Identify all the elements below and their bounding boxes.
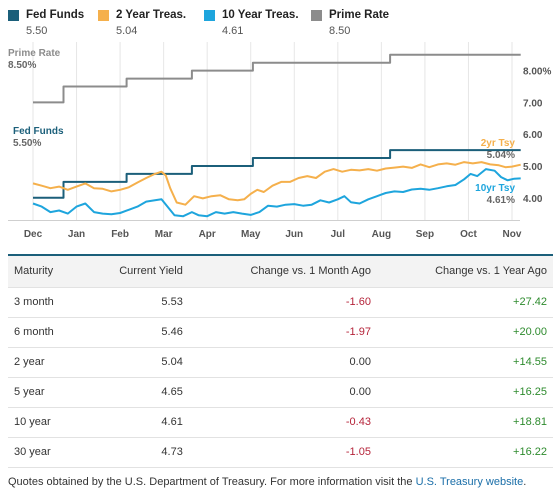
chart-legend: Fed Funds 5.50 2 Year Treas. 5.04 10 Yea… bbox=[8, 9, 553, 39]
legend-value: 8.50 bbox=[329, 25, 351, 37]
change-month-cell: -0.43 bbox=[188, 406, 377, 437]
x-tick-label: Feb bbox=[111, 229, 129, 240]
x-tick-label: Aug bbox=[372, 229, 391, 240]
maturity-cell: 5 year bbox=[8, 376, 82, 407]
series-annotation-value: 4.61% bbox=[487, 195, 515, 206]
series-annotation-value: 8.50% bbox=[8, 60, 36, 71]
col-header-change-month: Change vs. 1 Month Ago bbox=[250, 265, 371, 278]
yield-cell: 4.61 bbox=[81, 406, 189, 437]
x-tick-label: Jul bbox=[331, 229, 346, 240]
x-tick-label: Mar bbox=[155, 229, 173, 240]
legend-name: Fed Funds bbox=[26, 9, 85, 21]
change-month-cell: -1.97 bbox=[188, 316, 377, 347]
change-year-cell: +16.25 bbox=[376, 376, 553, 407]
series-line bbox=[32, 161, 521, 206]
change-month-cell: 0.00 bbox=[188, 376, 377, 407]
yield-cell: 4.73 bbox=[81, 436, 189, 468]
yield-cell: 5.53 bbox=[81, 286, 189, 317]
yield-cell: 4.65 bbox=[81, 376, 189, 407]
maturity-cell: 6 month bbox=[8, 316, 82, 347]
table-row: 30 year 4.73 -1.05 +16.22 bbox=[8, 436, 553, 468]
legend-name: 2 Year Treas. bbox=[116, 9, 187, 21]
y-tick-label: 6.00 bbox=[523, 130, 543, 141]
col-header-current-yield: Current Yield bbox=[119, 265, 183, 278]
table-row: 10 year 4.61 -0.43 +18.81 bbox=[8, 406, 553, 437]
change-month-cell: -1.05 bbox=[188, 436, 377, 468]
y-tick-label: 7.00 bbox=[523, 98, 543, 109]
footnote-tail: . bbox=[523, 476, 527, 488]
legend-name: 10 Year Treas. bbox=[222, 9, 299, 21]
legend-swatch bbox=[204, 10, 215, 21]
legend-swatch bbox=[8, 10, 19, 21]
y-tick-label: 5.00 bbox=[523, 162, 543, 173]
series-annotation-title: 10yr Tsy bbox=[475, 183, 515, 194]
table-row: 5 year 4.65 0.00 +16.25 bbox=[8, 376, 553, 407]
source-footnote: Quotes obtained by the U.S. Department o… bbox=[8, 476, 526, 488]
x-tick-label: May bbox=[241, 229, 261, 240]
yield-table: Maturity Current Yield Change vs. 1 Mont… bbox=[8, 254, 553, 468]
table-header-row: Maturity Current Yield Change vs. 1 Mont… bbox=[8, 255, 553, 287]
x-tick-label: Jan bbox=[68, 229, 85, 240]
table-row: 2 year 5.04 0.00 +14.55 bbox=[8, 346, 553, 377]
maturity-cell: 3 month bbox=[8, 286, 82, 317]
change-year-cell: +27.42 bbox=[376, 286, 553, 317]
col-header-maturity: Maturity bbox=[14, 265, 54, 278]
table-row: 6 month 5.46 -1.97 +20.00 bbox=[8, 316, 553, 347]
y-tick-label: 4.00 bbox=[523, 194, 543, 205]
table-row: 3 month 5.53 -1.60 +27.42 bbox=[8, 286, 553, 317]
rates-line-chart: Dec Jan Feb Mar Apr May Jun Jul Aug Sep Oct Nov 4.00… bbox=[8, 42, 551, 240]
series-annotation-value: 5.50% bbox=[13, 138, 41, 149]
series-line bbox=[32, 168, 521, 218]
maturity-cell: 2 year bbox=[8, 346, 82, 377]
yield-table-container: Maturity Current Yield Change vs. 1 Mont… bbox=[8, 254, 553, 468]
series-annotation-title: 2yr Tsy bbox=[481, 138, 516, 149]
series-line bbox=[33, 149, 521, 199]
legend-name: Prime Rate bbox=[329, 9, 390, 21]
x-tick-label: Oct bbox=[460, 229, 477, 240]
legend-value: 5.04 bbox=[116, 25, 138, 37]
legend-value: 4.61 bbox=[222, 25, 244, 37]
series-annotation-title: Prime Rate bbox=[8, 48, 61, 59]
maturity-cell: 30 year bbox=[8, 436, 82, 468]
footnote-text: Quotes obtained by the U.S. Department o… bbox=[8, 476, 416, 488]
change-year-cell: +16.22 bbox=[376, 436, 553, 468]
x-tick-label: Apr bbox=[199, 229, 216, 240]
change-year-cell: +20.00 bbox=[376, 316, 553, 347]
plot-area bbox=[8, 42, 520, 220]
change-year-cell: +18.81 bbox=[376, 406, 553, 437]
series-annotation-title: Fed Funds bbox=[13, 126, 64, 137]
x-tick-label: Dec bbox=[24, 229, 43, 240]
x-tick-label: Nov bbox=[503, 229, 522, 240]
series-annotation-value: 5.04% bbox=[487, 150, 515, 161]
x-tick-label: Sep bbox=[416, 229, 434, 240]
legend-swatch bbox=[311, 10, 322, 21]
change-month-cell: 0.00 bbox=[188, 346, 377, 377]
change-year-cell: +14.55 bbox=[376, 346, 553, 377]
change-month-cell: -1.60 bbox=[188, 286, 377, 317]
treasury-website-link[interactable]: U.S. Treasury website bbox=[415, 476, 524, 488]
yield-cell: 5.46 bbox=[81, 316, 189, 347]
yield-cell: 5.04 bbox=[81, 346, 189, 377]
x-tick-label: Jun bbox=[285, 229, 303, 240]
y-tick-label: 8.00% bbox=[523, 67, 551, 78]
legend-value: 5.50 bbox=[26, 25, 48, 37]
maturity-cell: 10 year bbox=[8, 406, 82, 437]
col-header-change-year: Change vs. 1 Year Ago bbox=[435, 265, 547, 278]
series-line bbox=[33, 53, 521, 104]
legend-swatch bbox=[98, 10, 109, 21]
